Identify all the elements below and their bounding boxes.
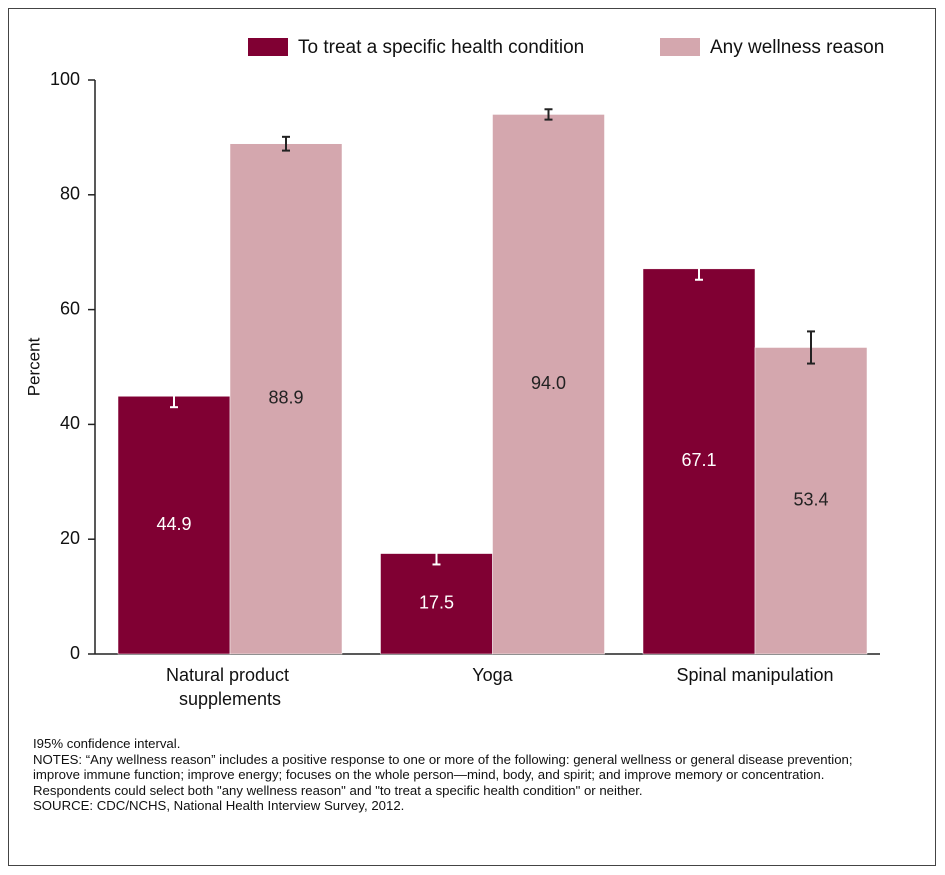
- source-text: SOURCE: CDC/NCHS, National Health Interv…: [33, 798, 405, 814]
- error-bar: [544, 108, 553, 121]
- error-bar-legend-text: 95% confidence interval.: [36, 736, 181, 751]
- bar: [492, 114, 605, 655]
- value-label: 17.5: [419, 593, 454, 613]
- y-axis-label: Percent: [24, 337, 43, 396]
- frame: [8, 8, 936, 866]
- error-bar: [282, 135, 290, 152]
- bar: [380, 553, 493, 655]
- legend-swatch: [248, 38, 288, 56]
- error-bar: [695, 256, 703, 281]
- x-tick-label: Yoga: [472, 665, 513, 685]
- notes: I95% confidence interval. NOTES: “Any we…: [33, 736, 893, 814]
- y-tick-label: 20: [60, 528, 80, 548]
- value-label: 88.9: [268, 388, 303, 408]
- y-tick-label: 80: [60, 184, 80, 204]
- x-tick-label: Natural product supplements: [166, 665, 294, 709]
- y-tick-label: 40: [60, 413, 80, 433]
- bar: [642, 268, 756, 655]
- y-tick-label: 0: [70, 643, 80, 663]
- bar: [229, 143, 343, 655]
- y-tick-label: 60: [60, 298, 80, 318]
- bar: [754, 347, 868, 655]
- legend-label: To treat a specific health condition: [298, 37, 584, 58]
- value-label: 44.9: [156, 514, 191, 534]
- legend-label: Any wellness reason: [710, 37, 884, 58]
- error-bar-legend: I95% confidence interval.: [33, 736, 893, 752]
- x-tick-label: Spinal manipulation: [676, 665, 833, 685]
- error-bar: [807, 330, 815, 365]
- error-bar-icon: I: [33, 736, 37, 751]
- value-label: 67.1: [681, 450, 716, 470]
- legend-swatch: [660, 38, 700, 56]
- notes-text: NOTES: “Any wellness reason” includes a …: [33, 751, 853, 798]
- bar: [117, 396, 231, 655]
- error-bar: [170, 384, 178, 409]
- y-tick-label: 100: [50, 69, 80, 89]
- value-label: 53.4: [793, 489, 828, 509]
- chart: Percent 0 20 40 60 80 100 To treat a specific …: [24, 37, 884, 709]
- value-label: 94.0: [531, 373, 566, 393]
- error-bar: [432, 541, 441, 566]
